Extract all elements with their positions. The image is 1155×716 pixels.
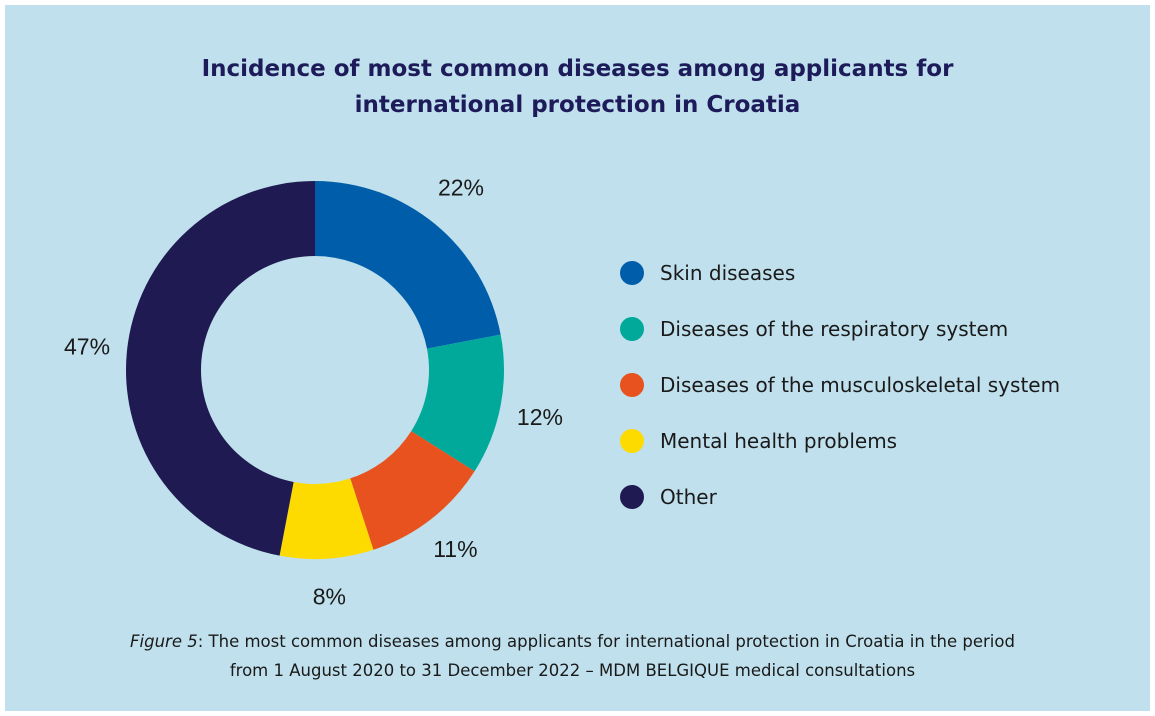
legend-item-respiratory: Diseases of the respiratory system bbox=[620, 301, 1060, 357]
legend-swatch bbox=[620, 485, 644, 509]
caption-line-1: Figure 5: The most common diseases among… bbox=[0, 627, 1145, 656]
legend-item-other: Other bbox=[620, 469, 1060, 525]
legend-item-skin-diseases: Skin diseases bbox=[620, 245, 1060, 301]
legend-label: Other bbox=[660, 485, 717, 509]
legend-item-mental-health: Mental health problems bbox=[620, 413, 1060, 469]
legend-label: Mental health problems bbox=[660, 429, 898, 453]
legend-swatch bbox=[620, 373, 644, 397]
legend-item-musculoskeletal: Diseases of the musculoskeletal system bbox=[620, 357, 1060, 413]
legend-swatch bbox=[620, 317, 644, 341]
donut-slice-2 bbox=[411, 334, 505, 472]
chart-legend: Skin diseases Diseases of the respirator… bbox=[620, 245, 1060, 525]
caption-text-1: : The most common diseases among applica… bbox=[197, 632, 1015, 651]
chart-title-line-2: international protection in Croatia bbox=[354, 92, 801, 118]
donut-slices bbox=[126, 181, 505, 559]
legend-swatch bbox=[620, 261, 644, 285]
slice-value-label-4: 8% bbox=[313, 584, 346, 610]
donut-slice-3 bbox=[350, 431, 475, 550]
chart-title-line-1: Incidence of most common diseases among … bbox=[201, 56, 954, 82]
slice-labels: 22% 12% 11% 8% 47% bbox=[64, 175, 563, 610]
legend-swatch bbox=[620, 429, 644, 453]
legend-label: Diseases of the respiratory system bbox=[660, 317, 1009, 341]
caption-figure-label: Figure 5 bbox=[130, 632, 198, 651]
slice-value-label-1: 22% bbox=[438, 175, 484, 201]
legend-label: Skin diseases bbox=[660, 261, 796, 285]
slice-value-label-2: 12% bbox=[517, 404, 563, 430]
caption-line-2: from 1 August 2020 to 31 December 2022 –… bbox=[229, 661, 916, 680]
figure-caption: Figure 5: The most common diseases among… bbox=[0, 627, 1145, 685]
donut-slice-5 bbox=[126, 181, 315, 556]
chart-title: Incidence of most common diseases among … bbox=[5, 51, 1150, 123]
donut-slice-4 bbox=[279, 478, 374, 559]
legend-label: Diseases of the musculoskeletal system bbox=[660, 373, 1061, 397]
slice-value-label-3: 11% bbox=[433, 536, 477, 562]
slice-value-label-5: 47% bbox=[64, 334, 110, 360]
donut-slice-1 bbox=[315, 181, 501, 349]
